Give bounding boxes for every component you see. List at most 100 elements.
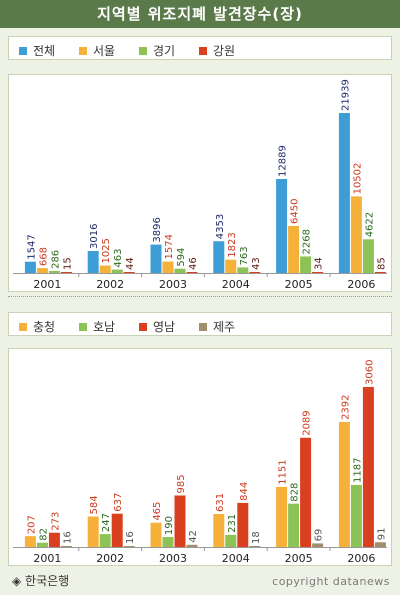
legend-swatch xyxy=(19,322,27,331)
bar xyxy=(225,534,237,547)
bar xyxy=(338,113,350,273)
data-label: 1187 xyxy=(352,457,363,482)
legend-bottom: 충청 호남 영남 제주 xyxy=(8,312,392,336)
bar xyxy=(362,387,374,547)
bar xyxy=(312,543,324,547)
data-label: 1823 xyxy=(227,232,238,257)
bar xyxy=(111,269,123,273)
bar xyxy=(174,268,186,273)
legend-top: 전체 서울 경기 강원 xyxy=(8,36,392,60)
bar xyxy=(123,272,135,273)
data-label: 286 xyxy=(50,250,61,269)
data-label: 4353 xyxy=(215,214,226,239)
legend-item-total: 전체 xyxy=(19,42,55,59)
legend-item-gyeonggi: 경기 xyxy=(139,42,175,59)
data-label: 273 xyxy=(50,512,61,531)
bar xyxy=(36,542,48,547)
x-tick-label: 2002 xyxy=(96,552,124,565)
bar xyxy=(99,265,111,273)
data-label: 3896 xyxy=(152,217,163,242)
data-label: 828 xyxy=(290,483,301,502)
bar xyxy=(150,244,162,273)
bar xyxy=(350,484,362,547)
bar xyxy=(162,537,174,547)
bar xyxy=(300,256,312,273)
data-label: 1574 xyxy=(164,234,175,259)
bar xyxy=(374,272,386,273)
legend-swatch xyxy=(199,322,207,331)
legend-item-jeju: 제주 xyxy=(199,318,235,335)
data-label: 190 xyxy=(164,516,175,535)
bar xyxy=(186,544,198,547)
chart-panel-top: 1547 668 286 15 2001 3016 1025 463 44 2002 3896 157… xyxy=(8,74,392,292)
legend-label: 서울 xyxy=(93,44,116,58)
data-label: 43 xyxy=(251,257,262,270)
bar xyxy=(174,495,186,547)
x-tick-label: 2006 xyxy=(347,278,375,291)
legend-item-gangwon: 강원 xyxy=(199,42,235,59)
data-label: 207 xyxy=(26,515,37,534)
bar xyxy=(288,503,300,547)
data-label: 16 xyxy=(125,531,136,544)
data-label: 46 xyxy=(188,257,199,270)
bar xyxy=(338,421,350,547)
legend-label: 제주 xyxy=(213,320,236,334)
x-tick-label: 2004 xyxy=(222,552,250,565)
bar xyxy=(162,261,174,273)
bar xyxy=(111,513,123,547)
data-label: 1547 xyxy=(26,234,37,259)
bar xyxy=(362,239,374,273)
data-label: 3060 xyxy=(364,360,375,385)
data-label: 2392 xyxy=(340,394,351,419)
data-label: 12889 xyxy=(278,145,289,177)
legend-item-yeongnam: 영남 xyxy=(139,318,175,335)
bar xyxy=(288,225,300,273)
legend-label: 충청 xyxy=(33,320,56,334)
bar xyxy=(249,272,261,273)
x-tick-label: 2006 xyxy=(347,552,375,565)
data-label: 85 xyxy=(376,257,387,270)
data-label: 985 xyxy=(176,474,187,493)
data-label: 82 xyxy=(38,528,49,541)
data-label: 4622 xyxy=(364,212,375,237)
bar xyxy=(36,268,48,273)
data-label: 2089 xyxy=(302,410,313,435)
legend-label: 강원 xyxy=(213,44,236,58)
bar xyxy=(237,502,249,547)
data-label: 15 xyxy=(62,257,73,270)
bar xyxy=(60,546,72,547)
data-label: 631 xyxy=(215,493,226,512)
x-tick-label: 2001 xyxy=(33,552,61,565)
legend-label: 영남 xyxy=(153,320,176,334)
data-label: 18 xyxy=(251,531,262,544)
data-label: 34 xyxy=(314,257,325,270)
bar xyxy=(99,534,111,547)
data-label: 668 xyxy=(38,247,49,266)
bar xyxy=(24,261,36,273)
bar xyxy=(48,532,60,547)
bar xyxy=(87,516,99,547)
data-label: 10502 xyxy=(352,163,363,195)
data-label: 44 xyxy=(125,257,136,270)
x-tick-label: 2001 xyxy=(33,278,61,291)
data-label: 1025 xyxy=(101,238,112,263)
chart-title: 지역별 위조지폐 발견장수(장) xyxy=(0,0,400,28)
data-label: 2268 xyxy=(302,229,313,254)
bar xyxy=(213,514,225,547)
bar xyxy=(186,272,198,273)
chart-bottom-svg: 2078227316200158424763716200246519098542… xyxy=(13,360,387,565)
bar xyxy=(48,270,60,273)
x-tick-label: 2003 xyxy=(159,278,187,291)
bar xyxy=(24,536,36,547)
x-tick-label: 2003 xyxy=(159,552,187,565)
data-label: 6450 xyxy=(290,199,301,224)
data-label: 21939 xyxy=(340,79,351,111)
copyright-text: copyright datanews xyxy=(272,575,390,588)
legend-label: 호남 xyxy=(93,320,116,334)
legend-swatch xyxy=(79,46,87,55)
data-label: 91 xyxy=(376,528,387,541)
data-label: 463 xyxy=(113,249,124,268)
bar xyxy=(123,546,135,547)
data-label: 69 xyxy=(314,529,325,542)
